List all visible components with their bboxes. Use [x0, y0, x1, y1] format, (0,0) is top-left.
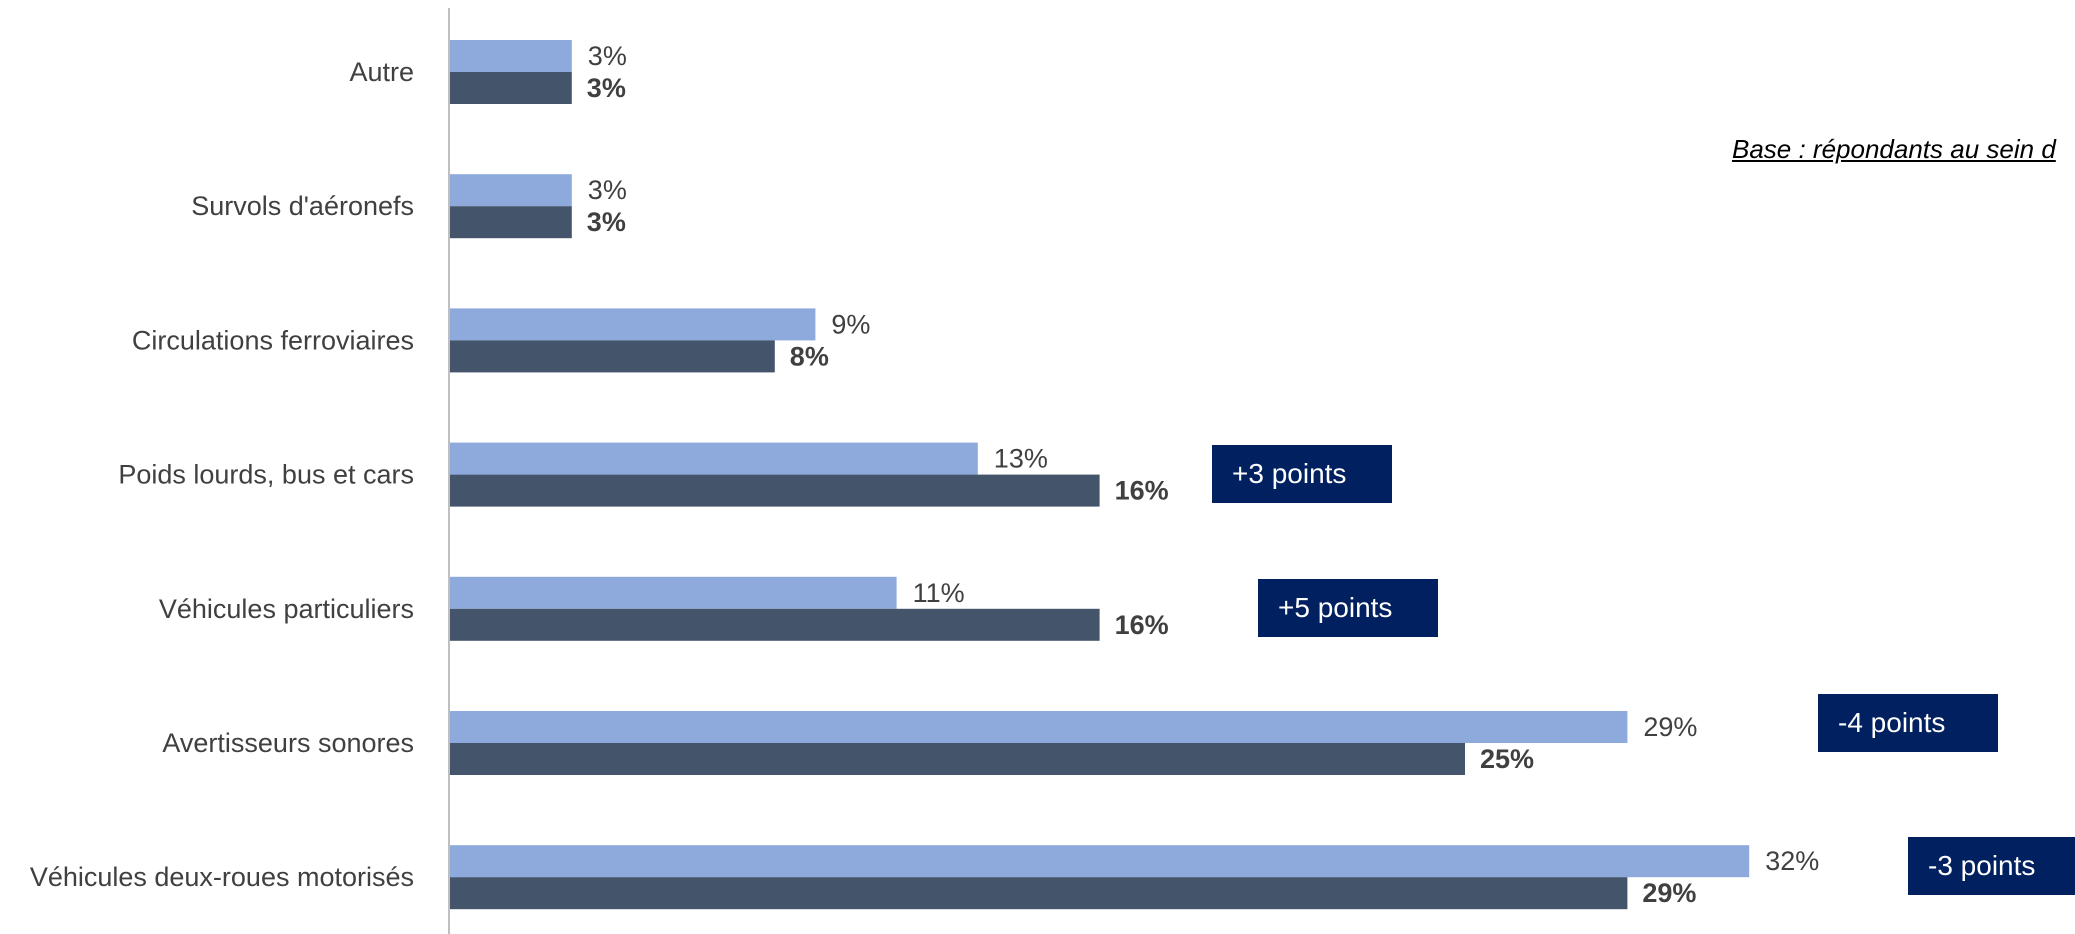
category-label-vehicules-particuliers: Véhicules particuliers [159, 594, 414, 624]
value-label-series1-vehicules-particuliers: 11% [913, 578, 965, 608]
bar-series1-avertisseurs-sonores [450, 711, 1628, 743]
bar-series2-autre [450, 72, 572, 104]
bar-series2-vehicules-deux-roues-motorises [450, 877, 1628, 910]
value-label-series2-poids-lourds-bus-et-cars: 16% [1115, 476, 1169, 506]
value-label-series2-avertisseurs-sonores: 25% [1480, 744, 1534, 774]
bar-series1-autre [450, 40, 572, 72]
value-label-series1-circulations-ferroviaires: 9% [831, 309, 870, 339]
category-label-autre: Autre [349, 57, 414, 87]
bar-series1-vehicules-particuliers [450, 576, 897, 609]
value-label-series1-autre: 3% [588, 41, 627, 71]
bar-series2-circulations-ferroviaires [450, 340, 775, 373]
bar-series1-circulations-ferroviaires [450, 308, 816, 341]
category-label-survols-d-aeronefs: Survols d'aéronefs [191, 191, 414, 221]
bar-series2-poids-lourds-bus-et-cars [450, 474, 1100, 507]
value-label-series2-vehicules-particuliers: 16% [1115, 610, 1169, 640]
value-label-series2-survols-d-aeronefs: 3% [587, 207, 626, 237]
category-label-avertisseurs-sonores: Avertisseurs sonores [162, 728, 414, 758]
value-label-series1-survols-d-aeronefs: 3% [588, 175, 627, 205]
value-label-series2-circulations-ferroviaires: 8% [790, 341, 829, 371]
delta-badge-vehicules-deux-roues-motorises: -3 points [1908, 837, 2075, 895]
delta-badge-poids-lourds-bus-et-cars: +3 points [1212, 445, 1392, 503]
value-label-series1-avertisseurs-sonores: 29% [1643, 712, 1697, 742]
value-label-series1-poids-lourds-bus-et-cars: 13% [994, 444, 1048, 474]
category-label-circulations-ferroviaires: Circulations ferroviaires [132, 325, 414, 355]
bar-series2-survols-d-aeronefs [450, 206, 572, 239]
bars-layer [450, 40, 1750, 910]
value-label-series1-vehicules-deux-roues-motorises: 32% [1765, 846, 1819, 876]
category-label-vehicules-deux-roues-motorises: Véhicules deux-roues motorisés [30, 862, 414, 892]
base-note: Base : répondants au sein d [1732, 134, 2056, 164]
delta-badge-avertisseurs-sonores: -4 points [1818, 694, 1998, 752]
delta-badge-vehicules-particuliers: +5 points [1258, 579, 1438, 637]
bar-series2-avertisseurs-sonores [450, 743, 1465, 775]
bar-series1-poids-lourds-bus-et-cars [450, 442, 978, 475]
value-label-series2-autre: 3% [587, 73, 626, 103]
bar-series1-vehicules-deux-roues-motorises [450, 845, 1750, 878]
bar-series1-survols-d-aeronefs [450, 174, 572, 207]
category-label-poids-lourds-bus-et-cars: Poids lourds, bus et cars [118, 460, 414, 490]
bar-series2-vehicules-particuliers [450, 608, 1100, 641]
value-label-series2-vehicules-deux-roues-motorises: 29% [1642, 878, 1696, 908]
